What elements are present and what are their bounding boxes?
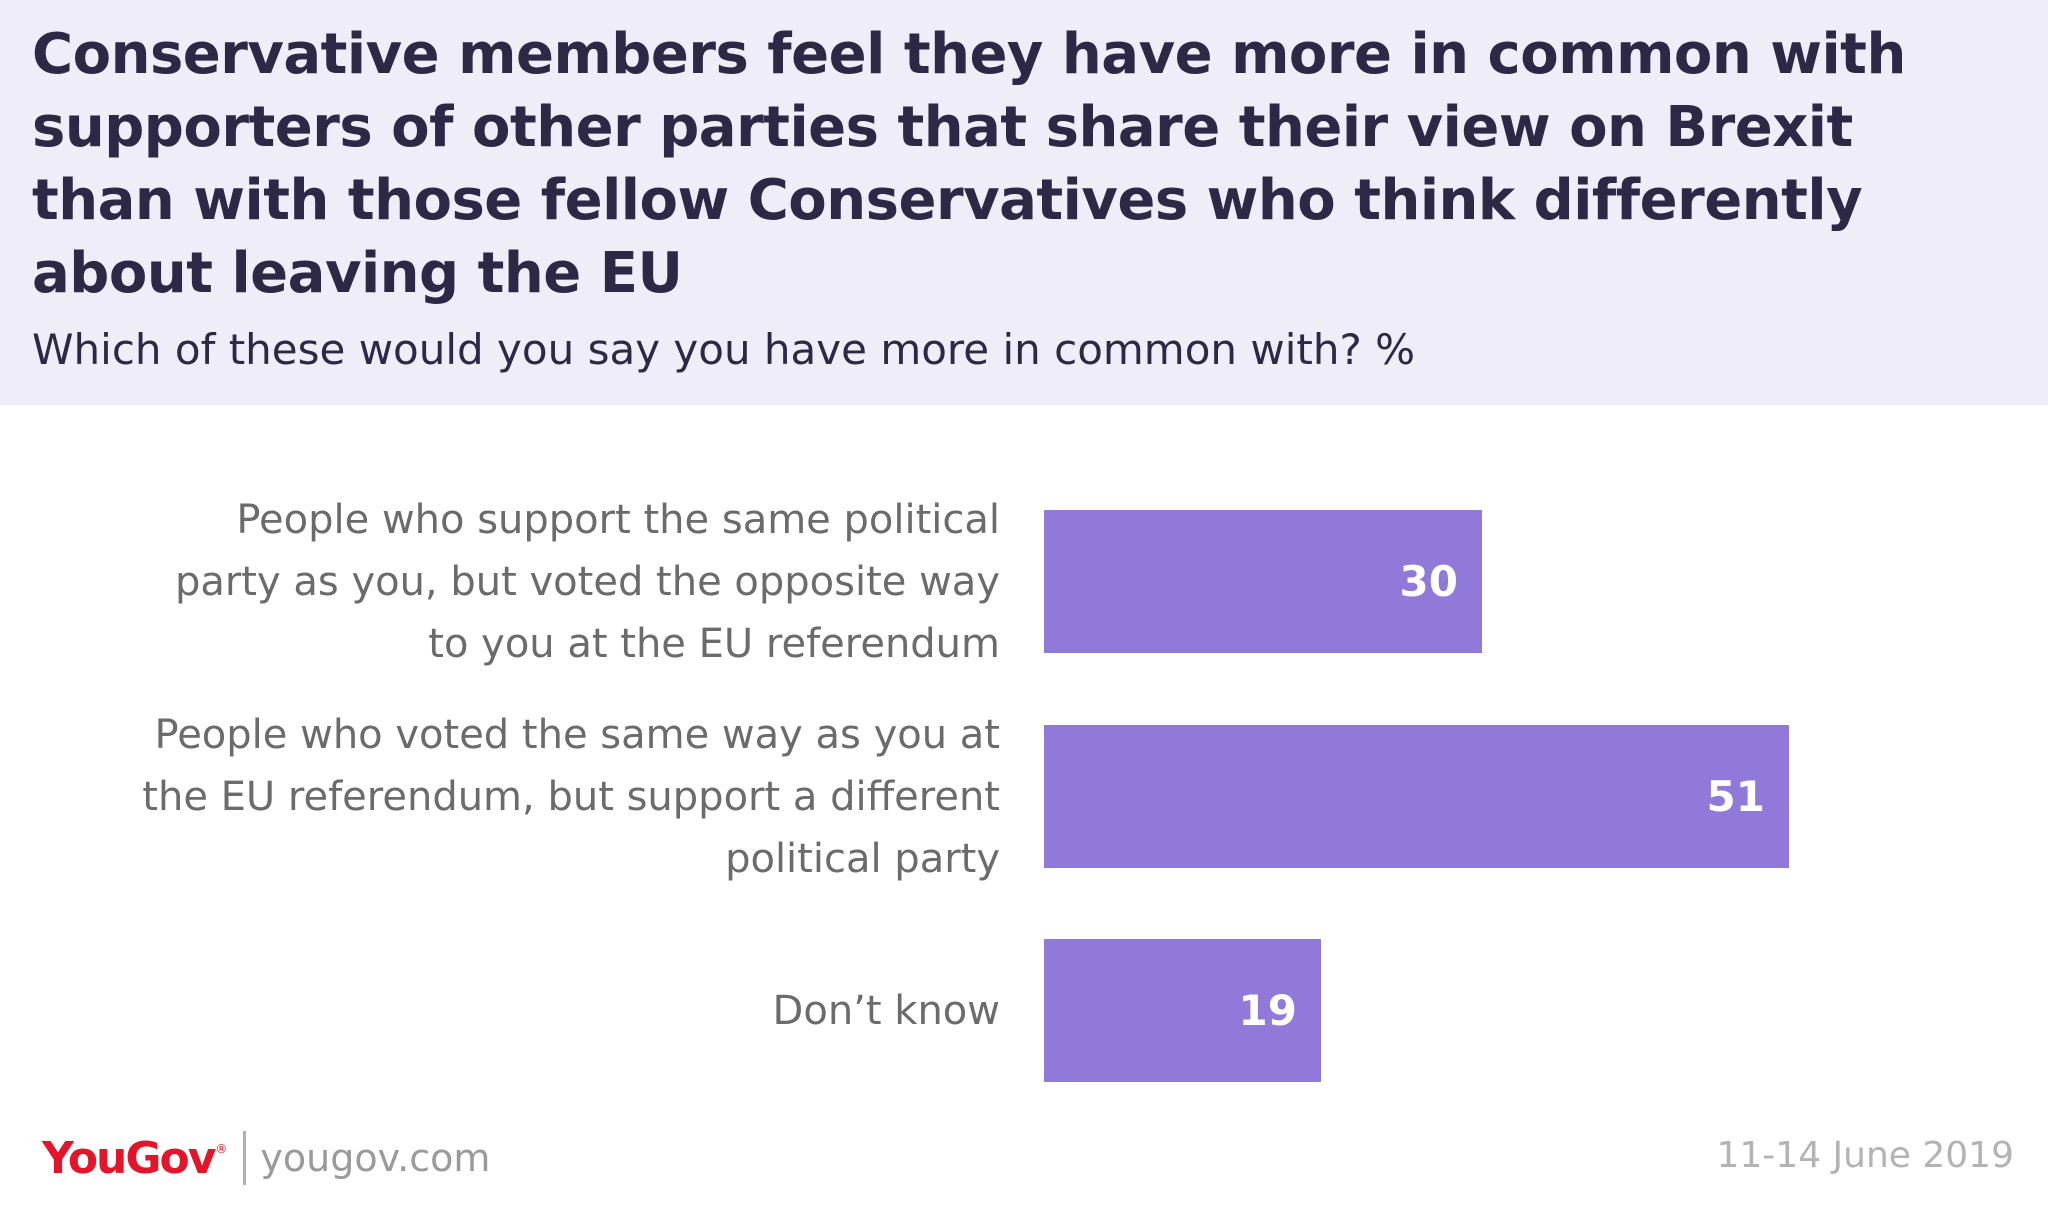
category-label-2: People who voted the same way as you at t… bbox=[142, 712, 1000, 882]
bar-2 bbox=[1044, 725, 1789, 868]
yougov-logo: YouGov bbox=[42, 1132, 216, 1184]
chart-subtitle: Which of these would you say you have mo… bbox=[32, 325, 1416, 374]
chart-title: Conservative members feel they have more… bbox=[32, 22, 1906, 306]
bar-1 bbox=[1044, 510, 1482, 653]
bar-value-label-2: 51 bbox=[1706, 772, 1765, 821]
category-label-1: People who support the same political par… bbox=[174, 497, 1000, 667]
footer-date: 11-14 June 2019 bbox=[1716, 1135, 2014, 1176]
footer-branding: YouGov ® yougov.com bbox=[42, 1128, 490, 1188]
footer-url: yougov.com bbox=[260, 1136, 491, 1180]
bar-value-label-1: 30 bbox=[1399, 557, 1458, 606]
bar-value-label-3: 19 bbox=[1238, 986, 1297, 1035]
bar-3 bbox=[1044, 939, 1321, 1082]
header-panel: Conservative members feel they have more… bbox=[0, 0, 2048, 405]
logo-divider bbox=[243, 1131, 247, 1185]
category-label-3: Don’t know bbox=[772, 988, 1000, 1034]
registered-mark-icon: ® bbox=[215, 1142, 228, 1156]
